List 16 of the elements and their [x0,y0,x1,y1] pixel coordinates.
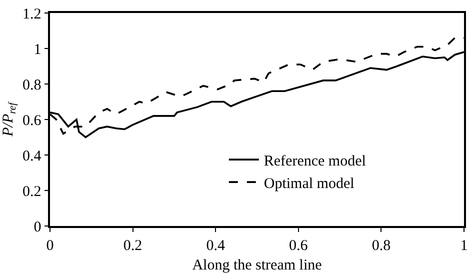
y-tick-label: 0 [34,219,42,236]
x-tick-label: 0.6 [289,238,308,254]
y-tick-label: 0.8 [22,77,42,94]
legend-label: Optimal model [264,176,354,192]
x-axis-title: Along the stream line [192,257,322,274]
y-tick-label: 0.6 [22,112,42,129]
x-tick-label: 0 [46,238,54,254]
legend-label: Reference model [264,153,366,170]
x-tick-label: 1 [460,238,468,254]
x-tick-label: 0.4 [206,238,226,254]
y-tick-label: 0.4 [22,148,42,164]
y-tick-label: 1 [34,42,42,58]
x-tick-label: 0.8 [372,238,391,254]
x-tick-label: 0.2 [123,238,142,254]
y-tick-label: 0.2 [22,184,42,200]
y-tick-label: 1.2 [22,6,42,22]
